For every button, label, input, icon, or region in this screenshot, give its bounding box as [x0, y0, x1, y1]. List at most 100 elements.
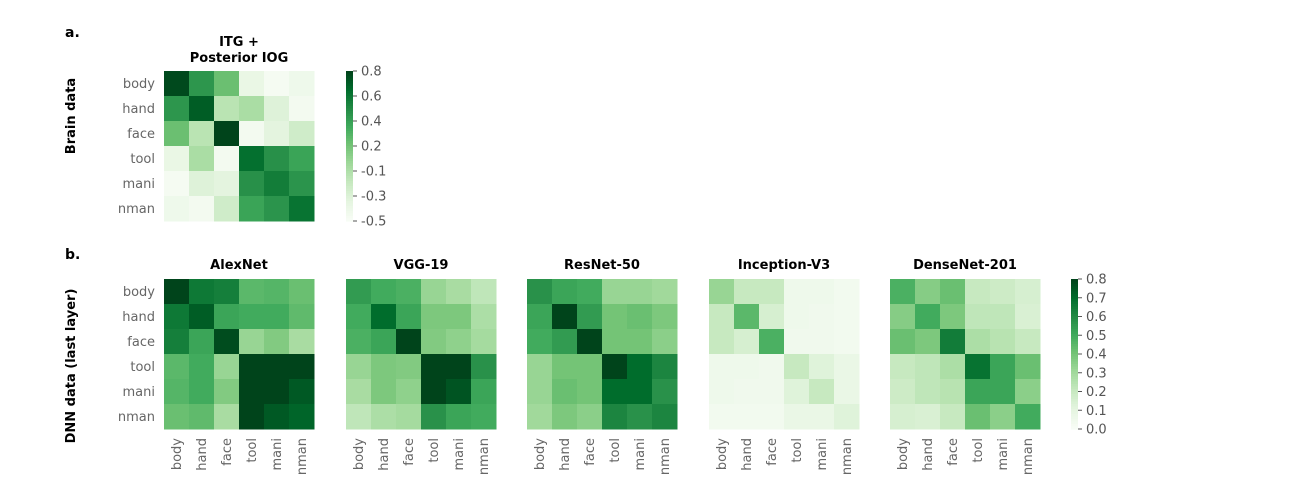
heatmap-cell: [577, 329, 603, 355]
heatmap-cell: [552, 304, 578, 330]
heatmap-cell: [264, 304, 290, 330]
colorbar-segment: [1071, 324, 1078, 328]
heatmap-cell: [189, 354, 215, 380]
heatmap-cell: [189, 96, 215, 122]
heatmap-panels: ITG +Posterior IOGbodyhandfacetoolmaninm…: [118, 35, 1107, 475]
heatmap-cell: [214, 279, 240, 305]
heatmap-cell: [371, 304, 397, 330]
col-tick-label: mani: [996, 438, 1011, 470]
colorbar-segment: [346, 83, 353, 87]
heatmap-cell: [602, 379, 628, 405]
heatmap-cell: [527, 329, 553, 355]
heatmap-cell: [264, 146, 290, 172]
heatmap-cell: [214, 379, 240, 405]
heatmap-cell: [289, 404, 315, 430]
heatmap-cell: [627, 329, 653, 355]
heatmap-cell: [709, 404, 735, 430]
row-tick-label: mani: [123, 177, 155, 192]
heatmap-cell: [1015, 404, 1041, 430]
colorbar-segment: [1071, 339, 1078, 343]
heatmap-cell: [164, 354, 190, 380]
heatmap-cell: [652, 279, 678, 305]
colorbar-segment: [1071, 426, 1078, 430]
colorbar-segment: [346, 138, 353, 142]
colorbar-tick-label: 0.1: [1086, 404, 1107, 419]
heatmap-cell: [1015, 304, 1041, 330]
colorbar-tick-label: 0.6: [361, 90, 382, 105]
row-tick-label: nman: [118, 410, 155, 425]
colorbar-segment: [346, 96, 353, 100]
heatmap-cell: [965, 354, 991, 380]
heatmap-cell: [577, 404, 603, 430]
heatmap-cell: [239, 96, 265, 122]
heatmap-cell: [239, 196, 265, 222]
heatmap-cell: [471, 304, 497, 330]
colorbar-segment: [346, 143, 353, 147]
heatmap-cell: [940, 354, 966, 380]
heatmap-cell: [164, 146, 190, 172]
heatmap-cell: [940, 379, 966, 405]
colorbar-segment: [346, 198, 353, 202]
col-tick-label: face: [583, 438, 598, 466]
col-tick-label: mani: [452, 438, 467, 470]
colorbar-tick-label: 0.2: [1086, 385, 1107, 400]
colorbar-segment: [346, 201, 353, 205]
heatmap-cell: [421, 304, 447, 330]
heatmap-cell: [784, 279, 810, 305]
heatmap-cell: [965, 379, 991, 405]
heatmap-cell: [527, 379, 553, 405]
heatmap-cell: [709, 279, 735, 305]
heatmap-cell: [239, 329, 265, 355]
colorbar-segment: [1071, 331, 1078, 335]
heatmap-cell: [471, 379, 497, 405]
heatmap-cell: [1015, 329, 1041, 355]
colorbar-tick-label: 0.8: [1086, 273, 1107, 288]
colorbar-segment: [1071, 326, 1078, 330]
colorbar-tick-label: 0.3: [1086, 366, 1107, 381]
heatmap-cell: [164, 404, 190, 430]
col-tick-label: hand: [377, 438, 392, 471]
heatmap-cell: [1015, 379, 1041, 405]
col-tick-label: nman: [477, 438, 492, 475]
heatmap-cell: [164, 304, 190, 330]
colorbar-segment: [1071, 341, 1078, 345]
colorbar-segment: [346, 206, 353, 210]
heatmap-cell: [214, 304, 240, 330]
colorbar-segment: [346, 213, 353, 217]
heatmap-cell: [264, 279, 290, 305]
heatmap-cell: [627, 404, 653, 430]
colorbar-segment: [346, 126, 353, 130]
colorbar-segment: [346, 208, 353, 212]
colorbar-tick-label: 0.7: [1086, 291, 1107, 306]
heatmap-cell: [189, 71, 215, 97]
heatmap-cell: [446, 404, 472, 430]
row-tick-label: body: [123, 77, 155, 92]
heatmap-cell: [990, 329, 1016, 355]
heatmap-cell: [990, 379, 1016, 405]
colorbar-segment: [346, 178, 353, 182]
colorbar-tick-label: 0.2: [361, 140, 382, 155]
heatmap-cell: [890, 354, 916, 380]
colorbar-segment: [346, 121, 353, 125]
heatmap-cell: [915, 354, 941, 380]
colorbar-segment: [1071, 379, 1078, 383]
colorbar-segment: [346, 173, 353, 177]
heatmap-cell: [734, 329, 760, 355]
colorbar-segment: [1071, 399, 1078, 403]
colorbar-segment: [1071, 281, 1078, 285]
colorbar-segment: [1071, 414, 1078, 418]
heatmap-cell: [264, 121, 290, 147]
colorbar-segment: [346, 168, 353, 172]
heatmap-cell: [239, 146, 265, 172]
colorbar-segment: [346, 163, 353, 167]
col-tick-label: tool: [971, 438, 986, 463]
col-tick-label: nman: [1021, 438, 1036, 475]
heatmap-cell: [784, 379, 810, 405]
col-tick-label: body: [170, 438, 185, 470]
colorbar-segment: [346, 76, 353, 80]
heatmap-cell: [214, 171, 240, 197]
colorbar-segment: [346, 191, 353, 195]
colorbar-segment: [346, 146, 353, 150]
heatmap-cell: [784, 404, 810, 430]
colorbar-segment: [1071, 311, 1078, 315]
